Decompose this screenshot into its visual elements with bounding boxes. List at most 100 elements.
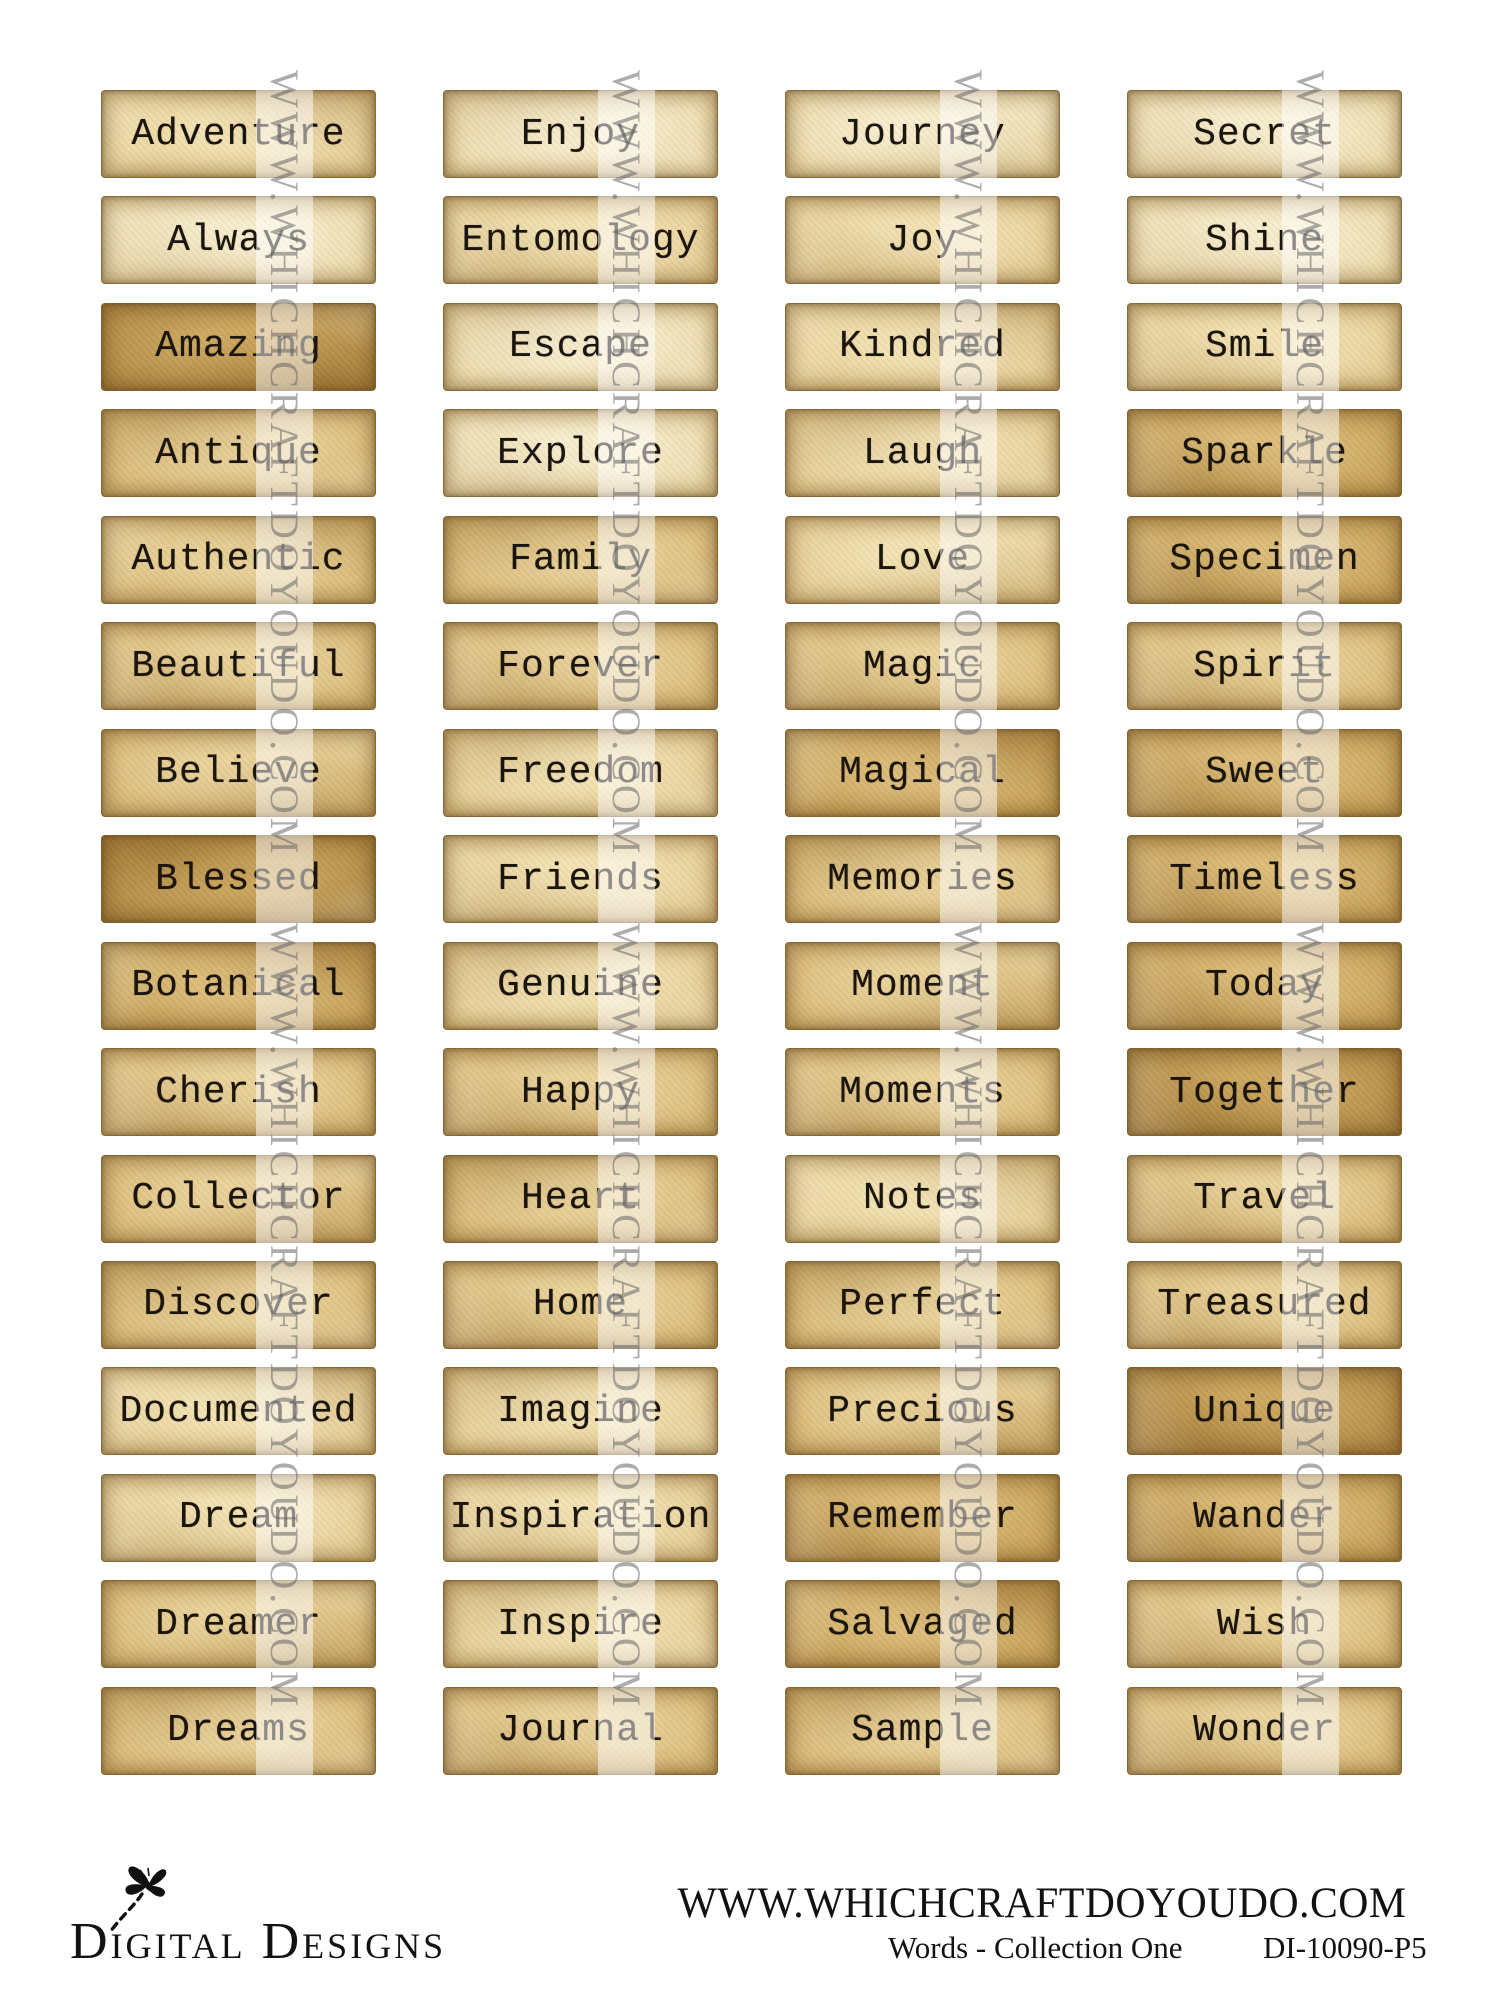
word-label: Specimen bbox=[1169, 538, 1360, 582]
word-tile: Wonder bbox=[1127, 1686, 1402, 1775]
word-label: Treasured bbox=[1157, 1283, 1372, 1327]
word-label: Collector bbox=[131, 1177, 346, 1220]
word-tile: Forever bbox=[443, 622, 718, 711]
word-tile: Antique bbox=[101, 409, 376, 498]
word-label: Sweet bbox=[1204, 751, 1325, 795]
word-label: Freedom bbox=[497, 751, 664, 795]
word-tile: Wander bbox=[1127, 1473, 1402, 1562]
word-label: Notes bbox=[862, 1177, 983, 1220]
word-label: Heart bbox=[520, 1177, 641, 1220]
word-tile: Dream bbox=[101, 1473, 376, 1562]
word-tile: Laugh bbox=[785, 409, 1060, 498]
word-label: Imagine bbox=[497, 1389, 664, 1433]
word-label: Enjoy bbox=[520, 112, 641, 156]
word-label: Inspiration bbox=[449, 1496, 712, 1540]
word-tile: Inspiration bbox=[443, 1473, 718, 1562]
word-tile: Sweet bbox=[1127, 728, 1402, 817]
word-tile: Discover bbox=[101, 1260, 376, 1349]
word-label: Forever bbox=[497, 644, 664, 688]
word-label: Magic bbox=[862, 644, 983, 688]
word-tile: Joy bbox=[785, 196, 1060, 285]
word-tile: Genuine bbox=[443, 941, 718, 1030]
word-tile: Moments bbox=[785, 1048, 1060, 1137]
word-label: Today bbox=[1204, 964, 1325, 1008]
word-tile: Cherish bbox=[101, 1048, 376, 1137]
word-tile: Smile bbox=[1127, 302, 1402, 391]
word-tile: Together bbox=[1127, 1048, 1402, 1137]
word-label: Salvaged bbox=[827, 1602, 1018, 1646]
word-tile: Beautiful bbox=[101, 622, 376, 711]
word-tile: Inspire bbox=[443, 1580, 718, 1669]
word-label: Magical bbox=[839, 751, 1006, 795]
word-label: Blessed bbox=[155, 857, 322, 901]
word-tile: Secret bbox=[1127, 90, 1402, 178]
word-label: Joy bbox=[886, 218, 959, 262]
word-tile: Family bbox=[443, 515, 718, 604]
word-tile: Salvaged bbox=[785, 1580, 1060, 1669]
word-label: Adventure bbox=[131, 112, 346, 156]
word-label: Entomology bbox=[461, 218, 700, 262]
word-tile: Imagine bbox=[443, 1367, 718, 1456]
word-label: Precious bbox=[827, 1389, 1018, 1433]
word-tile: Love bbox=[785, 515, 1060, 604]
word-label: Spirit bbox=[1193, 644, 1336, 688]
word-tile: Sparkle bbox=[1127, 409, 1402, 498]
word-tile: Happy bbox=[443, 1048, 718, 1137]
word-tile: Dreamer bbox=[101, 1580, 376, 1669]
word-tile: Entomology bbox=[443, 196, 718, 285]
word-label: Memories bbox=[827, 857, 1018, 901]
word-tile: Travel bbox=[1127, 1154, 1402, 1243]
word-label: Discover bbox=[143, 1283, 334, 1327]
word-tile: Magic bbox=[785, 622, 1060, 711]
word-label: Wonder bbox=[1193, 1709, 1336, 1753]
word-tile: Spirit bbox=[1127, 622, 1402, 711]
word-label: Genuine bbox=[497, 964, 664, 1008]
word-label: Beautiful bbox=[131, 644, 346, 688]
word-label: Home bbox=[532, 1283, 629, 1327]
word-label: Dreams bbox=[167, 1709, 310, 1753]
word-label: Perfect bbox=[839, 1283, 1006, 1327]
word-tile: Documented bbox=[101, 1367, 376, 1456]
word-label: Escape bbox=[509, 325, 652, 369]
word-tile: Shine bbox=[1127, 196, 1402, 285]
word-label: Explore bbox=[497, 431, 664, 475]
word-tile: Freedom bbox=[443, 728, 718, 817]
product-code: DI-10090-P5 bbox=[1263, 1930, 1427, 1965]
word-tile: Kindred bbox=[785, 302, 1060, 391]
word-tile: Blessed bbox=[101, 835, 376, 924]
word-label: Documented bbox=[119, 1389, 358, 1433]
word-label: Happy bbox=[520, 1070, 641, 1114]
word-label: Friends bbox=[497, 857, 664, 901]
word-label: Wish bbox=[1216, 1602, 1313, 1646]
word-label: Together bbox=[1169, 1070, 1360, 1114]
word-tile: Timeless bbox=[1127, 835, 1402, 924]
word-label: Authentic bbox=[131, 538, 346, 582]
word-tile: Amazing bbox=[101, 302, 376, 391]
word-label: Laugh bbox=[862, 431, 983, 475]
footer-site-url: WWW.WHICHCRAFTDOYOUDO.COM bbox=[677, 1880, 1407, 1927]
word-label: Sample bbox=[851, 1709, 994, 1753]
word-label: Moment bbox=[851, 964, 994, 1008]
word-label: Travel bbox=[1193, 1177, 1336, 1220]
word-label: Dream bbox=[178, 1496, 299, 1540]
word-tile: Unique bbox=[1127, 1367, 1402, 1456]
word-tile: Journal bbox=[443, 1686, 718, 1775]
word-label: Amazing bbox=[155, 325, 322, 369]
word-tile: Precious bbox=[785, 1367, 1060, 1456]
word-label: Inspire bbox=[497, 1602, 664, 1646]
word-label: Smile bbox=[1204, 325, 1325, 369]
word-label: Cherish bbox=[155, 1070, 322, 1114]
word-label: Always bbox=[167, 218, 310, 262]
word-label: Timeless bbox=[1169, 857, 1360, 901]
word-label: Journal bbox=[497, 1709, 664, 1753]
brand-logo-text: Digital Designs bbox=[70, 1913, 447, 1970]
word-label: Love bbox=[874, 538, 971, 582]
word-tile: Home bbox=[443, 1260, 718, 1349]
word-tile: Wish bbox=[1127, 1580, 1402, 1669]
word-tile: Dreams bbox=[101, 1686, 376, 1775]
word-tile: Journey bbox=[785, 90, 1060, 178]
word-tile: Adventure bbox=[101, 90, 376, 178]
word-tile: Remember bbox=[785, 1473, 1060, 1562]
word-tile: Today bbox=[1127, 941, 1402, 1030]
